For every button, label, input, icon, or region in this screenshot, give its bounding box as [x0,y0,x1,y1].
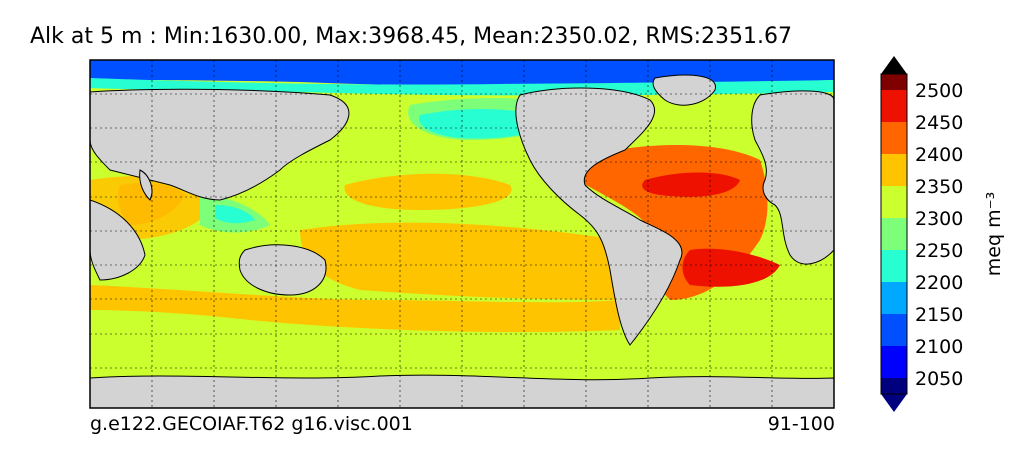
land-greenland [652,74,716,106]
colorbar-units-label: meq m⁻³ [983,192,1005,276]
plot-frame [89,59,835,409]
north-atlantic-red [642,172,740,197]
colorbar-segment [881,378,907,394]
south-atlantic-red [682,248,780,287]
colorbar-extend-low [881,394,907,412]
colorbar-segment [881,346,907,378]
colorbar-segment [881,154,907,186]
colorbar-frame [880,73,908,395]
land-eurasia-east [90,88,350,201]
subtropical-south-band [90,285,620,332]
colorbar-segment [881,282,907,314]
south-pacific-yellow [300,222,632,300]
colorbar-tick-label: 2400 [915,144,963,166]
colorbar-tick-label: 2200 [915,272,963,294]
colorbar-tick-label: 2500 [915,80,963,102]
land-americas [515,87,683,346]
colorbar-tick-label: 2450 [915,112,963,134]
colorbar-segment [881,250,907,282]
land-india [139,169,153,201]
colorbar-tick-label: 2050 [915,368,963,390]
colorbar-tick-label: 2250 [915,240,963,262]
colorbar-tick-label: 2350 [915,176,963,198]
land-africa-west [90,199,146,281]
colorbar-segment [881,90,907,122]
colorbar-segments [880,56,908,412]
colorbar-segment [881,314,907,346]
north-pacific-yellow [344,173,512,210]
land-australia [238,244,327,296]
colorbar-segment [881,186,907,218]
colorbar-segment [881,74,907,90]
case-name-label: g.e122.GECOIAF.T62 g16.visc.001 [90,413,413,435]
lat-lon-grid [90,60,834,408]
colorbar-tick-label: 2300 [915,208,963,230]
east-asia-cyan [215,205,255,224]
colorbar-tick-label: 2100 [915,336,963,358]
chart-title: Alk at 5 m : Min:1630.00, Max:3968.45, M… [30,24,793,49]
years-label: 91-100 [767,413,835,435]
colorbar-extend-high [881,56,907,74]
colorbar-segment [881,218,907,250]
colorbar-ticks: 2050 2100 2150 2200 2250 2300 2350 2400 2450 2500 [915,80,963,390]
colorbar-tick-label: 2150 [915,304,963,326]
colorbar-segment [881,122,907,154]
